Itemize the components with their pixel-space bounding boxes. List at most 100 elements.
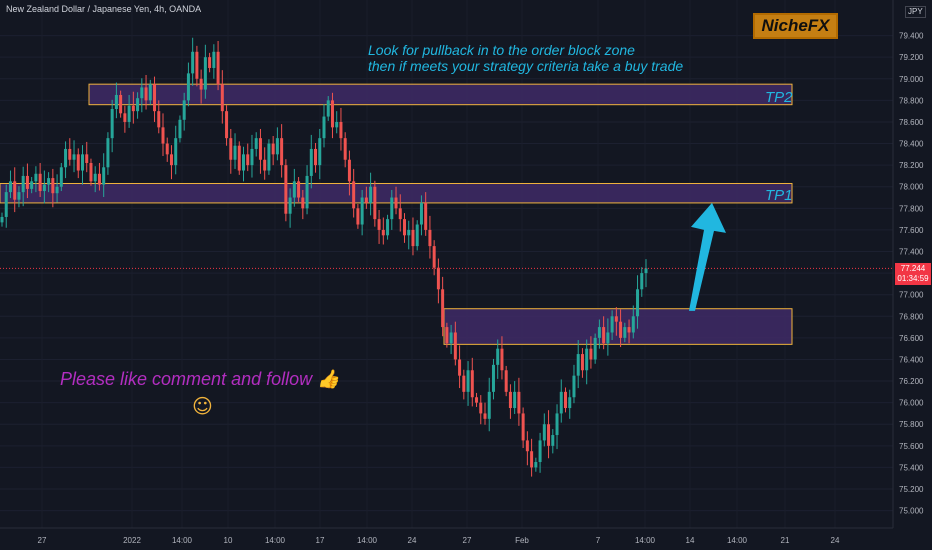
candle-body xyxy=(123,113,127,122)
candle-body xyxy=(30,181,34,189)
candle-body xyxy=(487,391,491,419)
candle-body xyxy=(127,105,131,122)
candle-body xyxy=(182,100,186,120)
candle-body xyxy=(258,138,262,160)
price-axis[interactable]: 79.400 79.200 79.000 78.800 78.600 78.400 78.2… xyxy=(892,0,924,528)
candle-body xyxy=(449,332,453,344)
candle-body xyxy=(585,348,589,371)
candle-body xyxy=(38,173,42,192)
x-tick-label: 10 xyxy=(224,536,233,545)
candle-body xyxy=(352,181,356,209)
candle-body xyxy=(394,197,398,209)
candle-body xyxy=(343,138,347,160)
candle-body xyxy=(513,391,517,409)
candle-body xyxy=(178,119,182,139)
candle-body xyxy=(619,321,623,338)
y-tick-label: 76.000 xyxy=(899,399,924,408)
candle-body xyxy=(551,435,555,446)
currency-label[interactable]: JPY xyxy=(905,6,926,18)
candle-body xyxy=(114,94,118,110)
candle-body xyxy=(301,197,305,209)
candle-body xyxy=(432,246,436,268)
candle-body xyxy=(326,100,330,117)
candle-body xyxy=(199,78,203,90)
candle-body xyxy=(542,424,546,441)
x-tick-label: 17 xyxy=(316,536,325,545)
candle-body xyxy=(76,154,80,171)
candle-body xyxy=(153,84,157,112)
candle-body xyxy=(275,138,279,155)
candle-body xyxy=(369,186,373,203)
x-tick-label: 2022 xyxy=(123,536,141,545)
arrow-shape xyxy=(689,202,726,311)
candle-body xyxy=(593,337,597,360)
candle-body xyxy=(161,127,165,144)
time-axis[interactable]: 27 2022 14:00 10 14:00 17 14:00 24 27 Feb 7 14:00 14… xyxy=(0,527,893,545)
candle-body xyxy=(360,197,364,225)
candle-body xyxy=(229,138,233,160)
candle-body xyxy=(169,154,173,166)
candle-body xyxy=(377,219,381,230)
candle-body xyxy=(530,451,534,468)
candle-body xyxy=(547,424,551,446)
candle-body xyxy=(627,327,631,333)
x-tick-label: Feb xyxy=(515,536,529,545)
y-tick-label: 78.600 xyxy=(899,118,924,127)
tp1-label: TP1 xyxy=(765,187,793,204)
y-tick-label: 76.400 xyxy=(899,355,924,364)
candle-body xyxy=(72,154,76,160)
x-tick-label: 14:00 xyxy=(172,536,193,545)
candle-body xyxy=(242,154,245,171)
candle-body xyxy=(119,94,123,114)
candle-body xyxy=(59,167,63,187)
candle-body xyxy=(148,84,152,101)
candle-body xyxy=(8,181,12,193)
candles xyxy=(0,37,648,477)
y-tick-label: 75.800 xyxy=(899,420,924,429)
candle-body xyxy=(623,327,627,338)
candle-body xyxy=(470,370,474,398)
candle-body xyxy=(347,159,351,182)
candle-body xyxy=(597,327,601,338)
candle-body xyxy=(297,181,301,198)
y-tick-label: 79.200 xyxy=(899,53,924,62)
candle-body xyxy=(51,178,55,194)
candle-body xyxy=(292,181,296,198)
candle-body xyxy=(157,111,161,128)
candle-body xyxy=(17,192,21,200)
candle-body xyxy=(4,192,8,217)
candle-body xyxy=(568,397,572,409)
candle-body xyxy=(335,121,339,128)
y-tick-label: 78.200 xyxy=(899,161,924,170)
upward-arrow xyxy=(689,202,726,311)
candle-body xyxy=(305,175,309,209)
candle-body xyxy=(644,268,648,274)
x-tick-label: 27 xyxy=(38,536,47,545)
candle-body xyxy=(458,359,462,376)
candle-body xyxy=(555,413,559,436)
trade-note: Look for pullback in to the order block … xyxy=(368,42,748,74)
candle-body xyxy=(102,167,106,185)
candle-body xyxy=(436,267,440,290)
candle-body xyxy=(13,181,17,200)
symbol-title: New Zealand Dollar / Japanese Yen, 4h, O… xyxy=(6,4,202,14)
candle-body xyxy=(479,402,483,414)
y-tick-label: 77.000 xyxy=(899,291,924,300)
candle-body xyxy=(165,143,169,155)
candle-body xyxy=(47,178,51,185)
candle-body xyxy=(140,87,144,99)
candle-body xyxy=(106,138,110,168)
y-tick-label: 77.600 xyxy=(899,226,924,235)
trade-note-line-1: Look for pullback in to the order block … xyxy=(368,42,635,58)
x-tick-label: 14:00 xyxy=(635,536,656,545)
candle-body xyxy=(508,391,512,409)
candle-body xyxy=(466,370,470,392)
candle-body xyxy=(517,391,521,414)
countdown-timer: 01:34:59 xyxy=(897,274,929,283)
trade-note-line-2: then if meets your strategy criteria tak… xyxy=(368,58,684,74)
candle-body xyxy=(131,105,135,112)
candle-body xyxy=(419,202,423,225)
candle-body xyxy=(97,173,101,185)
y-tick-label: 75.200 xyxy=(899,485,924,494)
